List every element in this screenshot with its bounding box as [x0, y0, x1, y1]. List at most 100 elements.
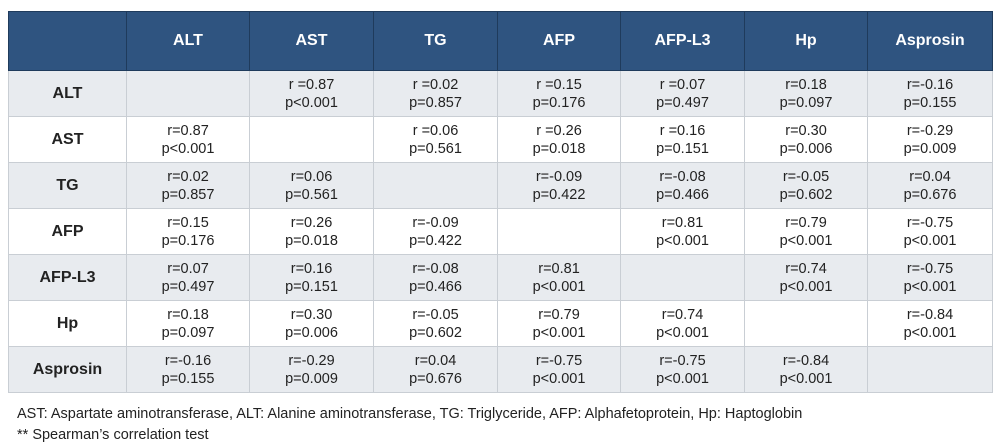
- p-value: p=0.466: [409, 278, 462, 295]
- r-value: r=0.87: [167, 122, 209, 139]
- r-value: r=0.02: [167, 168, 209, 185]
- p-value: p=0.561: [409, 140, 462, 157]
- p-value: p=0.151: [656, 140, 709, 157]
- r-value: r =0.07: [659, 76, 706, 93]
- header-cell: ALT: [126, 11, 250, 71]
- p-value: p<0.001: [656, 370, 709, 387]
- r-value: r=0.74: [785, 260, 827, 277]
- table-row: Asprosin r=-0.16 p=0.155 r=-0.29 p=0.009 r=0.…: [8, 346, 993, 393]
- row-header: AFP: [8, 208, 127, 255]
- correlation-cell: r =0.15 p=0.176: [497, 70, 621, 117]
- r-value: r=0.18: [167, 306, 209, 323]
- p-value: p=0.151: [285, 278, 338, 295]
- correlation-cell: r =0.07 p=0.497: [620, 70, 745, 117]
- r-value: r=-0.75: [659, 352, 706, 369]
- p-value: p=0.497: [161, 278, 215, 295]
- p-value: p<0.001: [903, 232, 957, 249]
- r-value: r=0.81: [661, 214, 704, 231]
- table-body: ALT r =0.87 p<0.001 r =0.02 p=0.857 r =0.15 p=…: [8, 70, 993, 393]
- p-value: p<0.001: [532, 370, 586, 387]
- r-value: r=0.81: [538, 260, 580, 277]
- correlation-cell: r=-0.16 p=0.155: [867, 70, 993, 117]
- r-value: r=-0.05: [782, 168, 830, 185]
- header-cell: AFP: [497, 11, 621, 71]
- p-value: p=0.602: [409, 324, 462, 341]
- correlation-cell: r=0.18 p=0.097: [126, 300, 250, 347]
- correlation-cell: r=-0.09 p=0.422: [497, 162, 621, 209]
- row-header: Hp: [8, 300, 127, 347]
- correlation-cell: r =0.06 p=0.561: [373, 116, 498, 163]
- r-value: r=-0.29: [288, 352, 335, 369]
- correlation-cell: r=-0.09 p=0.422: [373, 208, 498, 255]
- r-value: r=-0.75: [906, 214, 954, 231]
- empty-cell: [373, 162, 498, 209]
- p-value: p=0.676: [409, 370, 462, 387]
- correlation-cell: r=0.04 p=0.676: [867, 162, 993, 209]
- p-value: p=0.006: [285, 324, 338, 341]
- correlation-cell: r =0.26 p=0.018: [497, 116, 621, 163]
- r-value: r=0.74: [661, 306, 704, 323]
- header-cell: Hp: [744, 11, 868, 71]
- header-cell: AFP-L3: [620, 11, 745, 71]
- correlation-cell: r=0.15 p=0.176: [126, 208, 250, 255]
- table-row: AST r=0.87 p<0.001 r =0.06 p=0.561 r =0.26 p=0…: [8, 116, 993, 163]
- correlation-cell: r=0.87 p<0.001: [126, 116, 250, 163]
- p-value: p=0.155: [903, 94, 957, 111]
- r-value: r=0.79: [538, 306, 580, 323]
- row-header: Asprosin: [8, 346, 127, 393]
- p-value: p=0.497: [656, 94, 709, 111]
- p-value: p=0.018: [285, 232, 338, 249]
- correlation-cell: r=-0.75 p<0.001: [620, 346, 745, 393]
- correlation-cell: r=0.74 p<0.001: [744, 254, 868, 301]
- row-header: AST: [8, 116, 127, 163]
- p-value: p=0.097: [161, 324, 215, 341]
- p-value: p=0.009: [285, 370, 338, 387]
- p-value: p<0.001: [779, 278, 833, 295]
- r-value: r =0.26: [536, 122, 582, 139]
- r-value: r =0.16: [659, 122, 706, 139]
- p-value: p=0.422: [409, 232, 462, 249]
- p-value: p<0.001: [656, 324, 709, 341]
- empty-cell: [249, 116, 374, 163]
- r-value: r=0.30: [290, 306, 333, 323]
- r-value: r=-0.16: [164, 352, 212, 369]
- p-value: p=0.018: [532, 140, 586, 157]
- r-value: r =0.15: [536, 76, 582, 93]
- r-value: r=-0.84: [906, 306, 954, 323]
- p-value: p<0.001: [779, 370, 833, 387]
- correlation-cell: r=-0.75 p<0.001: [867, 208, 993, 255]
- p-value: p=0.155: [161, 370, 215, 387]
- p-value: p=0.857: [409, 94, 462, 111]
- p-value: p=0.857: [161, 186, 215, 203]
- r-value: r=0.79: [785, 214, 827, 231]
- r-value: r=-0.08: [659, 168, 706, 185]
- header-row: ALT AST TG AFP AFP-L3 Hp Asprosin: [8, 11, 993, 71]
- correlation-cell: r=-0.29 p=0.009: [867, 116, 993, 163]
- correlation-cell: r=-0.75 p<0.001: [867, 254, 993, 301]
- correlation-cell: r =0.16 p=0.151: [620, 116, 745, 163]
- r-value: r=0.07: [167, 260, 209, 277]
- empty-cell: [497, 208, 621, 255]
- table-row: AFP r=0.15 p=0.176 r=0.26 p=0.018 r=-0.09 p=0.…: [8, 208, 993, 255]
- r-value: r=0.18: [785, 76, 827, 93]
- correlation-cell: r=0.81 p<0.001: [497, 254, 621, 301]
- correlation-cell: r=0.79 p<0.001: [744, 208, 868, 255]
- correlation-cell: r=-0.84 p<0.001: [744, 346, 868, 393]
- correlation-cell: r=-0.75 p<0.001: [497, 346, 621, 393]
- p-value: p=0.422: [532, 186, 586, 203]
- r-value: r =0.02: [412, 76, 459, 93]
- r-value: r=0.06: [290, 168, 333, 185]
- r-value: r=-0.05: [412, 306, 459, 323]
- correlation-cell: r=0.74 p<0.001: [620, 300, 745, 347]
- abbreviation-note: AST: Aspartate aminotransferase, ALT: Al…: [17, 406, 803, 422]
- correlation-cell: r=0.81 p<0.001: [620, 208, 745, 255]
- correlation-cell: r=0.06 p=0.561: [249, 162, 374, 209]
- header-cell: Asprosin: [867, 11, 993, 71]
- header-cell: TG: [373, 11, 498, 71]
- p-value: p=0.466: [656, 186, 709, 203]
- correlation-cell: r=-0.05 p=0.602: [373, 300, 498, 347]
- r-value: r=-0.84: [782, 352, 830, 369]
- correlation-cell: r =0.87 p<0.001: [249, 70, 374, 117]
- header-cell: [8, 11, 127, 71]
- correlation-cell: r=-0.05 p=0.602: [744, 162, 868, 209]
